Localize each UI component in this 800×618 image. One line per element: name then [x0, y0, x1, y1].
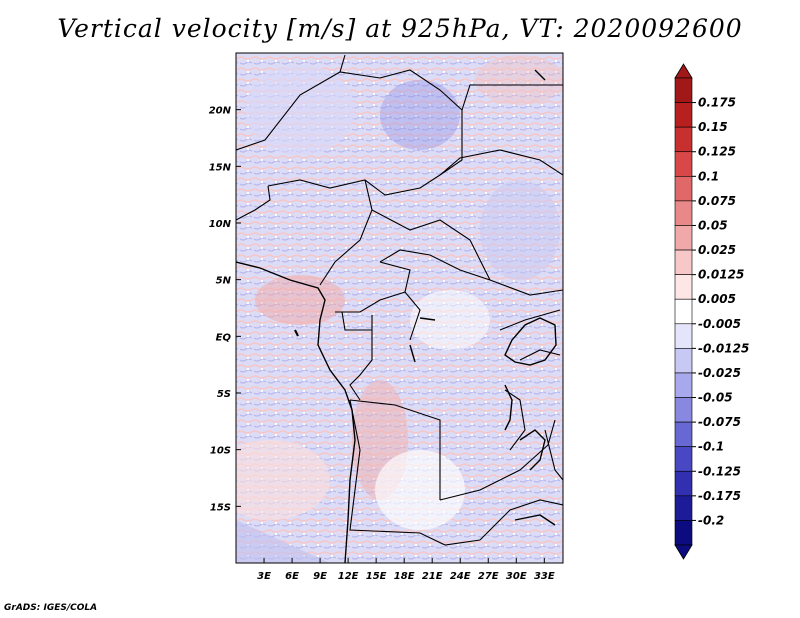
x-tick-label: 9E: [313, 571, 327, 582]
x-tick-label: 24E: [450, 571, 471, 582]
coastline: [236, 69, 557, 563]
colorbar-label: -0.175: [698, 489, 741, 503]
x-tick-label: 18E: [394, 571, 415, 582]
chart-title: Vertical velocity [m/s] at 925hPa, VT: 2…: [57, 14, 743, 43]
colorbar-label: -0.0125: [698, 341, 749, 355]
colorbar-swatch: [674, 126, 693, 153]
colorbar-min-arrow: [674, 544, 693, 560]
colorbar-swatch: [674, 77, 693, 103]
x-tick-label: 3E: [257, 571, 271, 582]
colorbar-label: 0.075: [698, 194, 736, 208]
colorbar-swatch: [674, 151, 693, 177]
colorbar-label: -0.125: [698, 464, 741, 478]
colorbar-swatch: [674, 348, 693, 374]
colorbar-swatch: [674, 470, 693, 497]
colorbar-label: -0.2: [698, 513, 724, 527]
colorbar-label: 0.05: [698, 218, 728, 232]
y-tick-label: 10S: [210, 446, 231, 457]
colorbar-label: -0.025: [698, 366, 741, 380]
colorbar-swatch: [674, 323, 693, 349]
colorbar-max-arrow: [674, 63, 693, 79]
colorbar-swatch: [674, 495, 693, 521]
x-axis: 3E 6E 9E 12E 15E 18E 21E 24E 27E 30E 33E: [257, 558, 555, 582]
colorbar-label: 0.15: [698, 120, 728, 134]
x-tick-label: 15E: [366, 571, 387, 582]
colorbar-label: -0.05: [698, 391, 733, 405]
x-tick-label: 33E: [534, 571, 555, 582]
colorbar-swatch: [674, 249, 693, 275]
colorbar-swatch: [674, 225, 693, 251]
colorbar-swatch: [674, 298, 693, 325]
colorbar-label: -0.005: [698, 317, 741, 331]
colorbar-swatch: [674, 520, 693, 546]
grads-credit: GrADS: IGES/COLA: [4, 603, 98, 613]
colorbar: 0.175 0.15 0.125 0.1 0.075 0.05 0.025 0.0125 0.0…: [674, 63, 749, 560]
y-tick-label: 5N: [216, 276, 232, 287]
x-tick-label: 30E: [506, 571, 527, 582]
colorbar-swatch: [674, 274, 693, 300]
colorbar-label: 0.175: [698, 96, 736, 110]
y-axis: 20N 15N 10N 5N EQ 5S 10S 15S: [209, 106, 241, 513]
colorbar-label: -0.075: [698, 415, 741, 429]
colorbar-label: 0.025: [698, 243, 736, 257]
x-tick-label: 12E: [338, 571, 359, 582]
country-borders: [236, 54, 563, 546]
y-tick-label: 15S: [210, 502, 231, 513]
x-tick-label: 21E: [422, 571, 443, 582]
y-tick-label: EQ: [216, 332, 232, 343]
colorbar-swatch: [674, 446, 693, 472]
colorbar-swatch: [674, 372, 693, 398]
colorbar-swatch: [674, 102, 693, 128]
y-tick-label: 10N: [209, 219, 232, 230]
colorbar-label: -0.1: [698, 440, 724, 454]
colorbar-label: 0.1: [698, 169, 719, 183]
y-tick-label: 15N: [209, 162, 232, 173]
colorbar-label: 0.0125: [698, 268, 744, 282]
colorbar-swatch: [674, 200, 693, 226]
map-frame: [235, 52, 564, 564]
y-tick-label: 5S: [217, 389, 231, 400]
colorbar-swatch: [674, 397, 693, 423]
colorbar-label: 0.005: [698, 292, 736, 306]
colorbar-swatch: [674, 421, 693, 447]
vertical-velocity-field: [236, 53, 563, 563]
colorbar-label: 0.125: [698, 145, 736, 159]
x-tick-label: 6E: [285, 571, 299, 582]
y-tick-label: 20N: [209, 106, 232, 117]
colorbar-swatch: [674, 176, 693, 202]
x-tick-label: 27E: [478, 571, 499, 582]
